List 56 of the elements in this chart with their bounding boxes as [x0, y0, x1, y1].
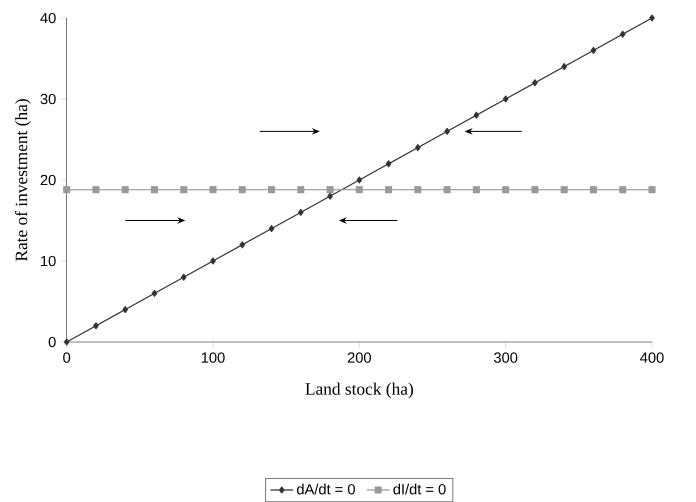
legend-label: dI/dt = 0 [393, 484, 446, 494]
point [209, 186, 217, 194]
x-tick-label: 0 [63, 352, 70, 363]
x-tick-label: 400 [640, 352, 664, 363]
point [238, 186, 246, 194]
point [415, 144, 421, 152]
point [239, 241, 246, 248]
point [150, 186, 158, 194]
point [152, 290, 158, 297]
point [92, 186, 100, 194]
point [356, 186, 363, 194]
point [414, 186, 422, 194]
point [210, 258, 216, 265]
point [649, 14, 655, 22]
point [619, 186, 626, 194]
point [180, 186, 188, 194]
point [620, 30, 626, 38]
point [93, 322, 99, 330]
point [64, 338, 70, 346]
point [590, 46, 596, 54]
x-tick-label: 100 [202, 352, 225, 363]
x-axis-title: Land stock (ha) [305, 382, 413, 398]
point [268, 225, 274, 232]
y-tick-label: 20 [40, 174, 56, 186]
point [502, 96, 508, 103]
point [122, 306, 128, 314]
point [268, 186, 276, 194]
y-tick-label: 10 [41, 256, 56, 266]
point [531, 186, 538, 194]
point [63, 186, 70, 194]
x-tick-label: 200 [348, 352, 371, 363]
point [648, 186, 656, 194]
y-axis-title: Rate of investment (ha) [14, 99, 31, 262]
point [297, 186, 304, 194]
point [590, 186, 597, 194]
point [326, 186, 334, 194]
point [502, 186, 510, 194]
y-tick-label: 30 [40, 94, 56, 104]
point [386, 160, 392, 168]
point [298, 208, 304, 216]
point [560, 186, 568, 194]
x-tick-label: 300 [494, 352, 518, 363]
point [180, 274, 187, 281]
point [444, 186, 451, 194]
point [474, 112, 480, 119]
point [472, 186, 480, 194]
legend-label: dA/dt = 0 [297, 484, 355, 494]
y-tick-label: 0 [48, 336, 56, 348]
point [385, 186, 392, 194]
point [561, 63, 567, 70]
point [122, 186, 129, 194]
y-tick-label: 40 [40, 12, 56, 24]
point [444, 128, 450, 135]
point [532, 79, 538, 86]
point [327, 192, 333, 200]
point [356, 176, 362, 184]
